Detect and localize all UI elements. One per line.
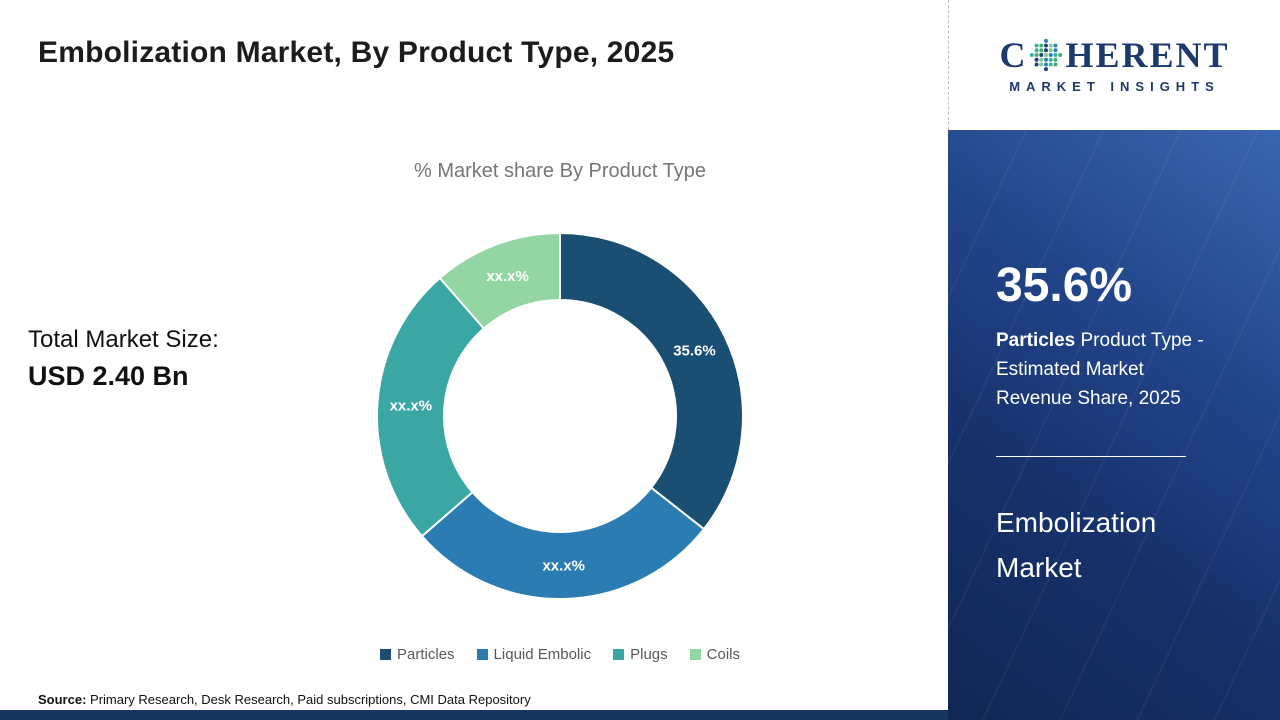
legend-swatch-coils	[689, 649, 701, 660]
legend-item-plugs: Plugs	[613, 646, 668, 663]
donut-segment-coils	[438, 231, 561, 330]
legend-label-particles: Particles	[397, 646, 455, 663]
highlight-stat-label-bold: Particles	[996, 330, 1076, 351]
source-line: Source: Primary Research, Desk Research,…	[38, 692, 531, 707]
chart-subtitle: % Market share By Product Type	[414, 160, 706, 182]
total-market-size-label: Total Market Size:	[28, 326, 219, 353]
total-market-size-value: USD 2.40 Bn	[28, 361, 189, 391]
globe-dot	[1039, 61, 1044, 66]
globe-dot	[1039, 47, 1044, 52]
globe-dot	[1053, 57, 1058, 62]
slice-label-liquid-embolic: xx.x%	[542, 557, 585, 574]
globe-dot	[1049, 61, 1054, 66]
globe-dot	[1053, 43, 1058, 48]
logo-area: C HERENT MARKET INSIGHTS	[948, 0, 1280, 130]
donut-chart-svg: 35.6% xx.x% xx.x% xx.x%	[376, 231, 744, 600]
globe-dot	[1049, 43, 1054, 48]
highlight-panel: 35.6% Particles Product Type - Estimated…	[948, 130, 1280, 720]
chart-legend: Particles Liquid Embolic Plugs Coils	[280, 646, 840, 663]
globe-dot	[1049, 47, 1054, 52]
legend-swatch-plugs	[613, 649, 625, 660]
globe-dot	[1035, 57, 1040, 62]
slice-label-particles: 35.6%	[673, 343, 716, 360]
globe-dot	[1039, 57, 1044, 62]
globe-dot	[1044, 66, 1049, 71]
legend-label-liquid-embolic: Liquid Embolic	[493, 646, 592, 663]
globe-dot	[1053, 47, 1058, 52]
highlight-stat-label: Particles Product Type - Estimated Marke…	[996, 326, 1221, 413]
globe-dot	[1053, 61, 1058, 66]
donut-segment-plugs	[376, 276, 486, 538]
source-label: Source:	[38, 692, 87, 707]
globe-dot	[1039, 43, 1044, 48]
main-content: Embolization Market, By Product Type, 20…	[0, 36, 1280, 720]
globe-dot	[1039, 52, 1044, 57]
legend-swatch-liquid-embolic	[476, 649, 488, 660]
globe-dot	[1044, 61, 1049, 66]
panel-divider	[996, 456, 1186, 457]
globe-dot	[1044, 52, 1049, 57]
globe-dot	[1049, 52, 1054, 57]
page-title: Embolization Market, By Product Type, 20…	[38, 36, 675, 69]
slice-label-coils: xx.x%	[486, 268, 529, 285]
highlight-stat-value: 35.6%	[996, 259, 1133, 312]
globe-dot	[1035, 47, 1040, 52]
legend-item-liquid-embolic: Liquid Embolic	[476, 646, 592, 663]
coherent-logo: C HERENT	[999, 37, 1229, 73]
highlight-stat-label-rest: Product Type - Estimated Market Revenue …	[996, 330, 1204, 409]
globe-dot	[1053, 52, 1058, 57]
globe-dot	[1030, 52, 1035, 57]
market-name: Embolization Market	[996, 507, 1157, 583]
donut-segment-liquid-embolic	[420, 486, 706, 600]
globe-dot	[1058, 52, 1063, 57]
bottom-bar	[0, 710, 1280, 720]
total-market-size: Total Market Size: USD 2.40 Bn	[28, 326, 219, 392]
right-sidebar: C HERENT MARKET INSIGHTS 35.6% Particles…	[948, 0, 1280, 720]
source-text: Primary Research, Desk Research, Paid su…	[86, 692, 531, 707]
legend-swatch-particles	[380, 649, 392, 660]
legend-item-coils: Coils	[689, 646, 740, 663]
globe-dot	[1044, 47, 1049, 52]
donut-chart: 35.6% xx.x% xx.x% xx.x%	[370, 226, 750, 606]
slice-label-plugs: xx.x%	[390, 398, 433, 415]
donut-segment-particles	[559, 231, 744, 531]
globe-dot	[1044, 38, 1049, 43]
globe-dot	[1044, 43, 1049, 48]
logo-subtitle: MARKET INSIGHTS	[1009, 78, 1220, 94]
globe-dot	[1035, 52, 1040, 57]
globe-dot	[1044, 57, 1049, 62]
legend-label-plugs: Plugs	[630, 646, 668, 663]
globe-dots-icon	[1030, 38, 1063, 71]
globe-dot	[1035, 61, 1040, 66]
logo-text-herent: HERENT	[1065, 34, 1230, 75]
logo-text-c: C	[999, 34, 1028, 75]
globe-dot	[1049, 57, 1054, 62]
globe-dot	[1035, 43, 1040, 48]
legend-label-coils: Coils	[706, 646, 740, 663]
legend-item-particles: Particles	[380, 646, 455, 663]
